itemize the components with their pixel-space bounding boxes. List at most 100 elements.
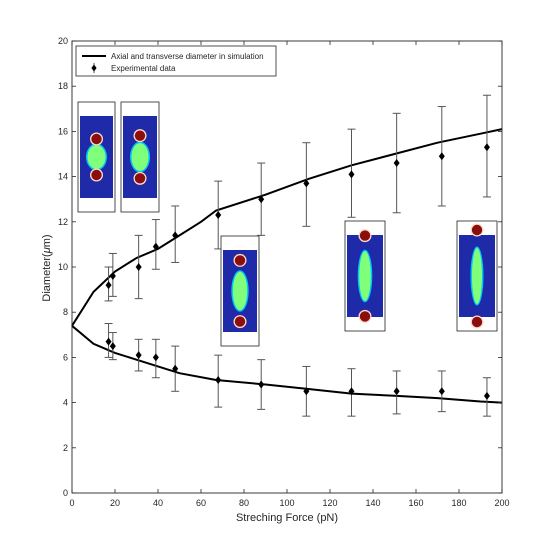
errorbar-point	[257, 162, 266, 236]
y-axis-label-prefix: Diameter(	[41, 253, 53, 302]
data-marker-diamond	[438, 387, 445, 396]
legend: Axial and transverse diameter in simulat…	[75, 45, 277, 77]
x-tick-label: 20	[110, 498, 120, 508]
data-marker-diamond	[303, 179, 310, 188]
y-tick-label: 8	[63, 307, 68, 317]
bead	[91, 169, 102, 181]
data-marker-diamond	[348, 387, 355, 396]
data-marker-diamond	[348, 170, 355, 179]
y-tick-label: 10	[58, 262, 68, 272]
inset-image-2	[120, 101, 160, 213]
errorbar-point	[437, 106, 446, 207]
errorbar-point	[392, 370, 401, 415]
x-tick-label: 120	[322, 498, 337, 508]
axes: 0 20 40 60 80 100 120 140 160 180 200 0 2 4 6 8 10 12 14 16…	[58, 36, 510, 508]
y-tick-label: 2	[63, 443, 68, 453]
bead	[471, 224, 483, 236]
simulation-insets	[77, 101, 498, 347]
errorbar-point	[104, 266, 113, 302]
data-marker-diamond	[109, 342, 116, 351]
bead	[134, 173, 146, 184]
bead	[134, 130, 146, 141]
errorbar-point	[214, 180, 223, 250]
errorbar-point	[392, 112, 401, 214]
y-tick-label: 14	[58, 172, 68, 182]
errorbar-point	[347, 128, 356, 218]
errorbar-point	[171, 205, 180, 263]
y-axis-label-suffix: m)	[41, 234, 53, 247]
data-marker-diamond	[109, 272, 116, 281]
data-marker-diamond	[483, 143, 490, 152]
errorbar-point	[482, 94, 491, 198]
errorbar-point	[214, 354, 223, 408]
bead	[359, 230, 371, 241]
x-tick-label: 0	[69, 498, 74, 508]
x-tick-label: 140	[365, 498, 380, 508]
plot-area	[71, 94, 503, 417]
y-tick-label: 6	[63, 352, 68, 362]
errorbar-point	[257, 359, 266, 410]
data-marker-diamond	[483, 391, 490, 400]
errorbar-point	[151, 338, 160, 379]
x-axis-label: Streching Force (pN)	[236, 512, 338, 524]
data-marker-diamond	[135, 263, 142, 271]
cell-body	[87, 145, 106, 169]
data-marker-diamond	[215, 211, 222, 220]
x-tick-label: 200	[494, 498, 509, 508]
errorbar-point	[134, 234, 143, 300]
data-marker-diamond	[172, 231, 179, 240]
data-marker-diamond	[152, 353, 159, 362]
bead	[234, 316, 246, 327]
data-marker-diamond	[393, 387, 400, 396]
legend-box	[75, 45, 277, 77]
errorbar-point	[134, 338, 143, 372]
data-marker-diamond	[172, 364, 179, 373]
bead	[471, 316, 483, 328]
cell-body	[131, 143, 149, 171]
y-tick-label: 0	[63, 488, 68, 498]
y-tick-label: 12	[58, 217, 68, 227]
y-axis-label-mu: μ	[41, 247, 53, 254]
data-marker-diamond	[105, 337, 112, 346]
x-tick-label: 80	[239, 498, 249, 508]
y-tick-label: 20	[58, 36, 68, 46]
errorbar-point	[151, 219, 160, 270]
x-tick-label: 60	[196, 498, 206, 508]
errorbar-point	[171, 345, 180, 392]
errorbar-point	[437, 370, 446, 413]
inset-image-3	[220, 235, 260, 347]
x-tick-label: 100	[279, 498, 294, 508]
y-tick-label: 18	[58, 81, 68, 91]
simulation-line-0	[71, 128, 503, 327]
legend-label: Axial and transverse diameter in simulat…	[111, 52, 264, 61]
legend-label: Experimental data	[111, 64, 176, 73]
x-tick-label: 160	[408, 498, 423, 508]
data-marker-diamond	[152, 242, 159, 251]
y-tick-label: 16	[58, 126, 68, 136]
y-axis-label: Diameter(μm)	[41, 234, 53, 301]
bead	[359, 311, 371, 322]
data-marker-diamond	[303, 387, 310, 396]
errorbar-point	[108, 332, 117, 361]
data-marker-diamond	[215, 376, 222, 384]
cell-body	[359, 251, 371, 301]
data-marker-diamond	[258, 380, 265, 389]
inset-image-4	[344, 220, 386, 332]
errorbar-point	[104, 323, 113, 358]
errorbar-point	[347, 368, 356, 417]
data-marker-diamond	[393, 159, 400, 168]
data-marker-diamond	[438, 152, 445, 161]
legend-diamond-swatch	[91, 64, 97, 72]
simulation-line-1	[71, 325, 503, 404]
errorbar-point	[302, 142, 311, 227]
y-tick-label: 4	[63, 398, 68, 408]
cell-body	[232, 271, 248, 311]
inset-image-5	[456, 220, 498, 332]
inset-image-1	[77, 101, 116, 213]
x-tick-label: 40	[153, 498, 163, 508]
x-tick-label: 180	[451, 498, 466, 508]
data-marker-diamond	[258, 195, 265, 204]
errorbar-point	[108, 252, 117, 297]
data-marker-diamond	[105, 281, 112, 290]
